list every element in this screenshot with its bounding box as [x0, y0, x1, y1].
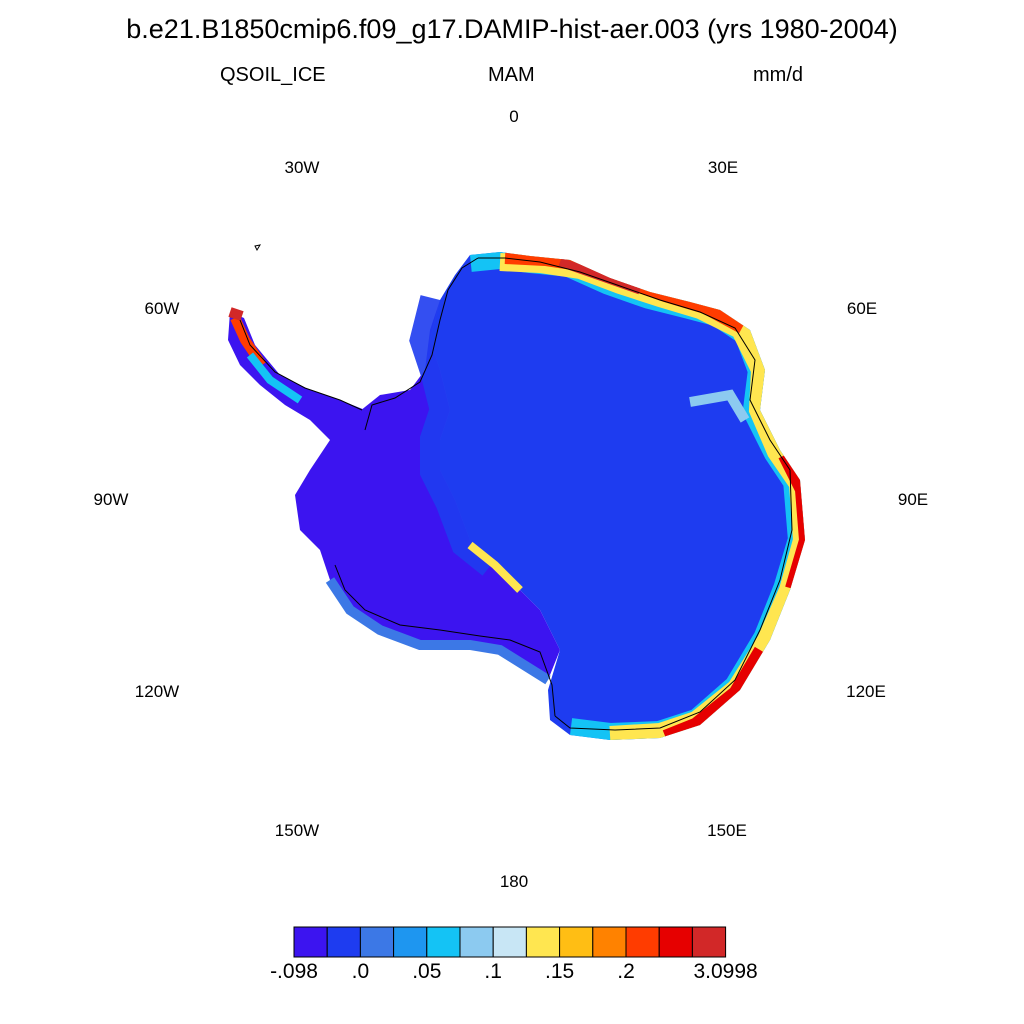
colorbar-box-8 — [559, 926, 594, 958]
colorbar-box-11 — [658, 926, 693, 958]
lon-label-180: 180 — [500, 872, 528, 891]
season-label: MAM — [488, 64, 535, 86]
colorbar-tick-label: -.098 — [270, 960, 318, 983]
units-label: mm/d — [753, 64, 803, 86]
coastline — [239, 244, 793, 731]
east-antarctica — [430, 252, 805, 740]
colorbar-box-3 — [393, 926, 428, 958]
lon-label-90e: 90E — [898, 490, 928, 509]
ice-sheet — [228, 252, 805, 740]
colorbar-box-5 — [459, 926, 494, 958]
colorbar-box-10 — [625, 926, 660, 958]
colorbar-tick-label: .15 — [544, 960, 575, 983]
colorbar-tick-label: .0 — [351, 960, 370, 983]
colorbar-tick-label: 3.0998 — [693, 960, 758, 983]
coastal-band — [468, 252, 805, 740]
longitude-labels: 0 30E 60E 90E 120E 150E 180 150W 120W 90… — [94, 107, 929, 891]
colorbar-box-9 — [592, 926, 627, 958]
colorbar-box-0 — [293, 926, 328, 958]
colorbar-box-1 — [326, 926, 361, 958]
lon-label-60e: 60E — [847, 299, 877, 318]
colorbar — [293, 926, 727, 958]
west-antarctica — [295, 300, 560, 680]
colorbar-box-4 — [426, 926, 461, 958]
antarctic-peninsula — [228, 312, 365, 440]
colorbar-box-12 — [691, 926, 727, 958]
lon-label-60w: 60W — [145, 299, 180, 318]
lon-label-30e: 30E — [708, 158, 738, 177]
lon-label-0: 0 — [509, 107, 518, 126]
colorbar-box-2 — [359, 926, 395, 958]
lon-label-150w: 150W — [275, 821, 319, 840]
lon-label-90w: 90W — [94, 490, 129, 509]
plot-title: b.e21.B1850cmip6.f09_g17.DAMIP-hist-aer.… — [126, 14, 898, 44]
lon-label-120e: 120E — [846, 682, 886, 701]
lon-label-150e: 150E — [707, 821, 747, 840]
colorbar-tick-label: .1 — [484, 960, 502, 983]
colorbar-tick-label: .05 — [412, 960, 442, 983]
lon-label-120w: 120W — [135, 682, 179, 701]
colorbar-tick-label: .2 — [617, 960, 635, 983]
variable-label: QSOIL_ICE — [220, 64, 326, 86]
lon-label-30w: 30W — [285, 158, 320, 177]
colorbar-box-7 — [525, 926, 561, 958]
colorbar-box-6 — [492, 926, 527, 958]
